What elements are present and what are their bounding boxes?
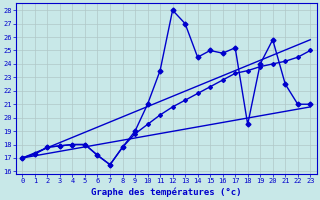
X-axis label: Graphe des températures (°c): Graphe des températures (°c) [91, 187, 242, 197]
